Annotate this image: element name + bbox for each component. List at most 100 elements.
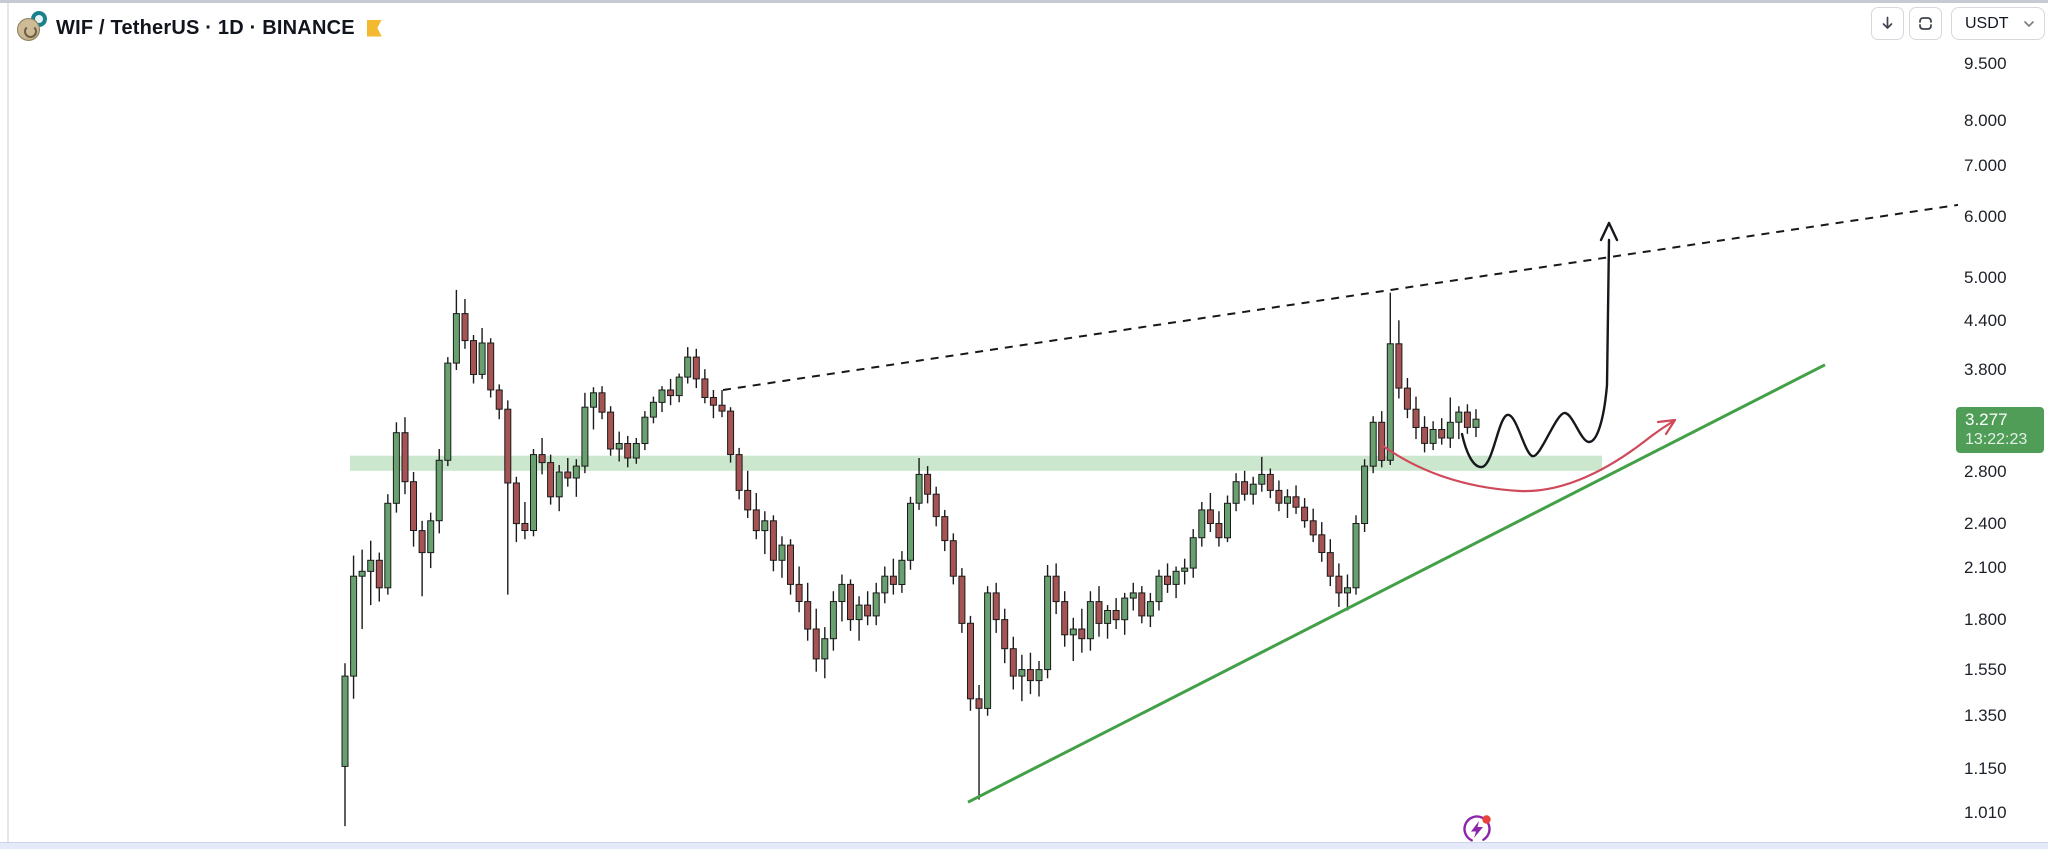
candle-body [564,471,572,479]
candle-body [1112,610,1120,621]
candle-body [1164,575,1171,585]
candle-body [1018,669,1026,677]
candle-body [504,408,512,484]
candle-body [572,465,580,479]
projected-path-curve[interactable] [1460,238,1611,469]
candle-body [1155,575,1163,603]
candle-body [1215,523,1223,539]
candle-body [512,482,520,525]
fullscreen-button[interactable] [1909,7,1942,40]
currency-selector[interactable]: USDT [1951,7,2045,40]
support-zone[interactable] [350,455,1602,471]
candle-body [1472,418,1480,428]
candle-body [692,356,700,380]
candle-body [1344,587,1351,594]
chart-left-border [7,3,9,842]
boost-lightning-icon[interactable] [1458,809,1498,849]
last-price-badge: 3.277 13:22:23 [1956,407,2044,453]
candle-body [898,559,906,585]
candle-body [1335,575,1343,594]
chevron-down-icon [2024,20,2034,27]
candle-body [1146,601,1154,617]
candle-body [1249,483,1257,495]
candle-body [418,530,426,554]
candle-body [1455,411,1463,423]
candle-body [367,559,375,572]
candle-body [1224,502,1231,539]
candle-body [855,604,863,621]
candle-body [530,454,537,532]
candle-body [1438,429,1446,439]
upper-resistance-trendline[interactable] [722,203,1959,391]
currency-label: USDT [1965,14,2009,32]
candle-body [1052,575,1060,603]
candle-body [1189,537,1197,569]
candle-body [427,520,435,554]
fullscreen-frame-icon [1919,17,1932,30]
candle-body [461,313,469,342]
candle-body [932,493,940,518]
candle-body [1386,343,1394,461]
candle-body [1421,426,1429,444]
candle-body [538,454,546,464]
candle-body [495,389,503,410]
candle-body [1061,601,1069,636]
candle-body [915,473,923,504]
candle-body [607,411,615,450]
candle-body [1138,592,1146,617]
pullback-arrow-curve[interactable] [1381,420,1674,493]
candle-body [452,313,460,364]
candle-body [1206,509,1214,524]
candle-body [658,389,666,403]
bottom-toolbar-edge [0,842,2048,849]
candle-body [1369,421,1377,467]
candle-body [1035,669,1043,682]
candle-body [435,459,443,522]
candle-body [615,443,623,450]
candle-body [1309,520,1317,536]
candle-body [1232,481,1240,504]
candle-body [1463,411,1471,428]
ascending-support-trendline[interactable] [967,363,1826,804]
candle-body [1403,387,1411,410]
candle-body [1121,597,1129,621]
candle-body [838,583,846,603]
candle-body [1026,669,1034,682]
candle-body [1129,592,1137,599]
candle-body [1378,421,1386,461]
candle-body [889,575,897,585]
candle-body [795,583,803,603]
candle-body [701,378,709,398]
candle-body [341,675,349,767]
candle-body [787,544,794,585]
wif-coin-logo-icon [16,11,56,45]
candle-body [992,592,1000,621]
symbol-title[interactable]: WIF / TetherUS · 1D · BINANCE [56,16,355,39]
candle-body [1241,481,1249,495]
candle-body [1292,496,1300,508]
candle-body [727,410,735,456]
candle-body [924,473,932,495]
candle-body [829,601,837,640]
download-button[interactable] [1871,7,1904,40]
candle-body [709,397,717,406]
candle-body [667,389,675,397]
bookmark-flag-icon[interactable] [366,19,382,37]
candle-body [375,559,383,589]
candle-body [1446,421,1454,439]
candle-body [735,454,743,491]
candle-body [392,432,400,504]
candle-body [358,570,366,577]
download-arrow-icon [1882,16,1893,29]
candle-body [1412,408,1420,429]
candle-body [478,342,486,375]
candle-body [470,340,477,376]
candle-body [1104,610,1112,624]
candle-body [907,502,914,561]
candle-body [598,392,606,413]
candle-body [1044,575,1052,671]
candle-body [1395,343,1403,389]
candle-body [769,520,777,561]
candle-body [1275,489,1283,504]
